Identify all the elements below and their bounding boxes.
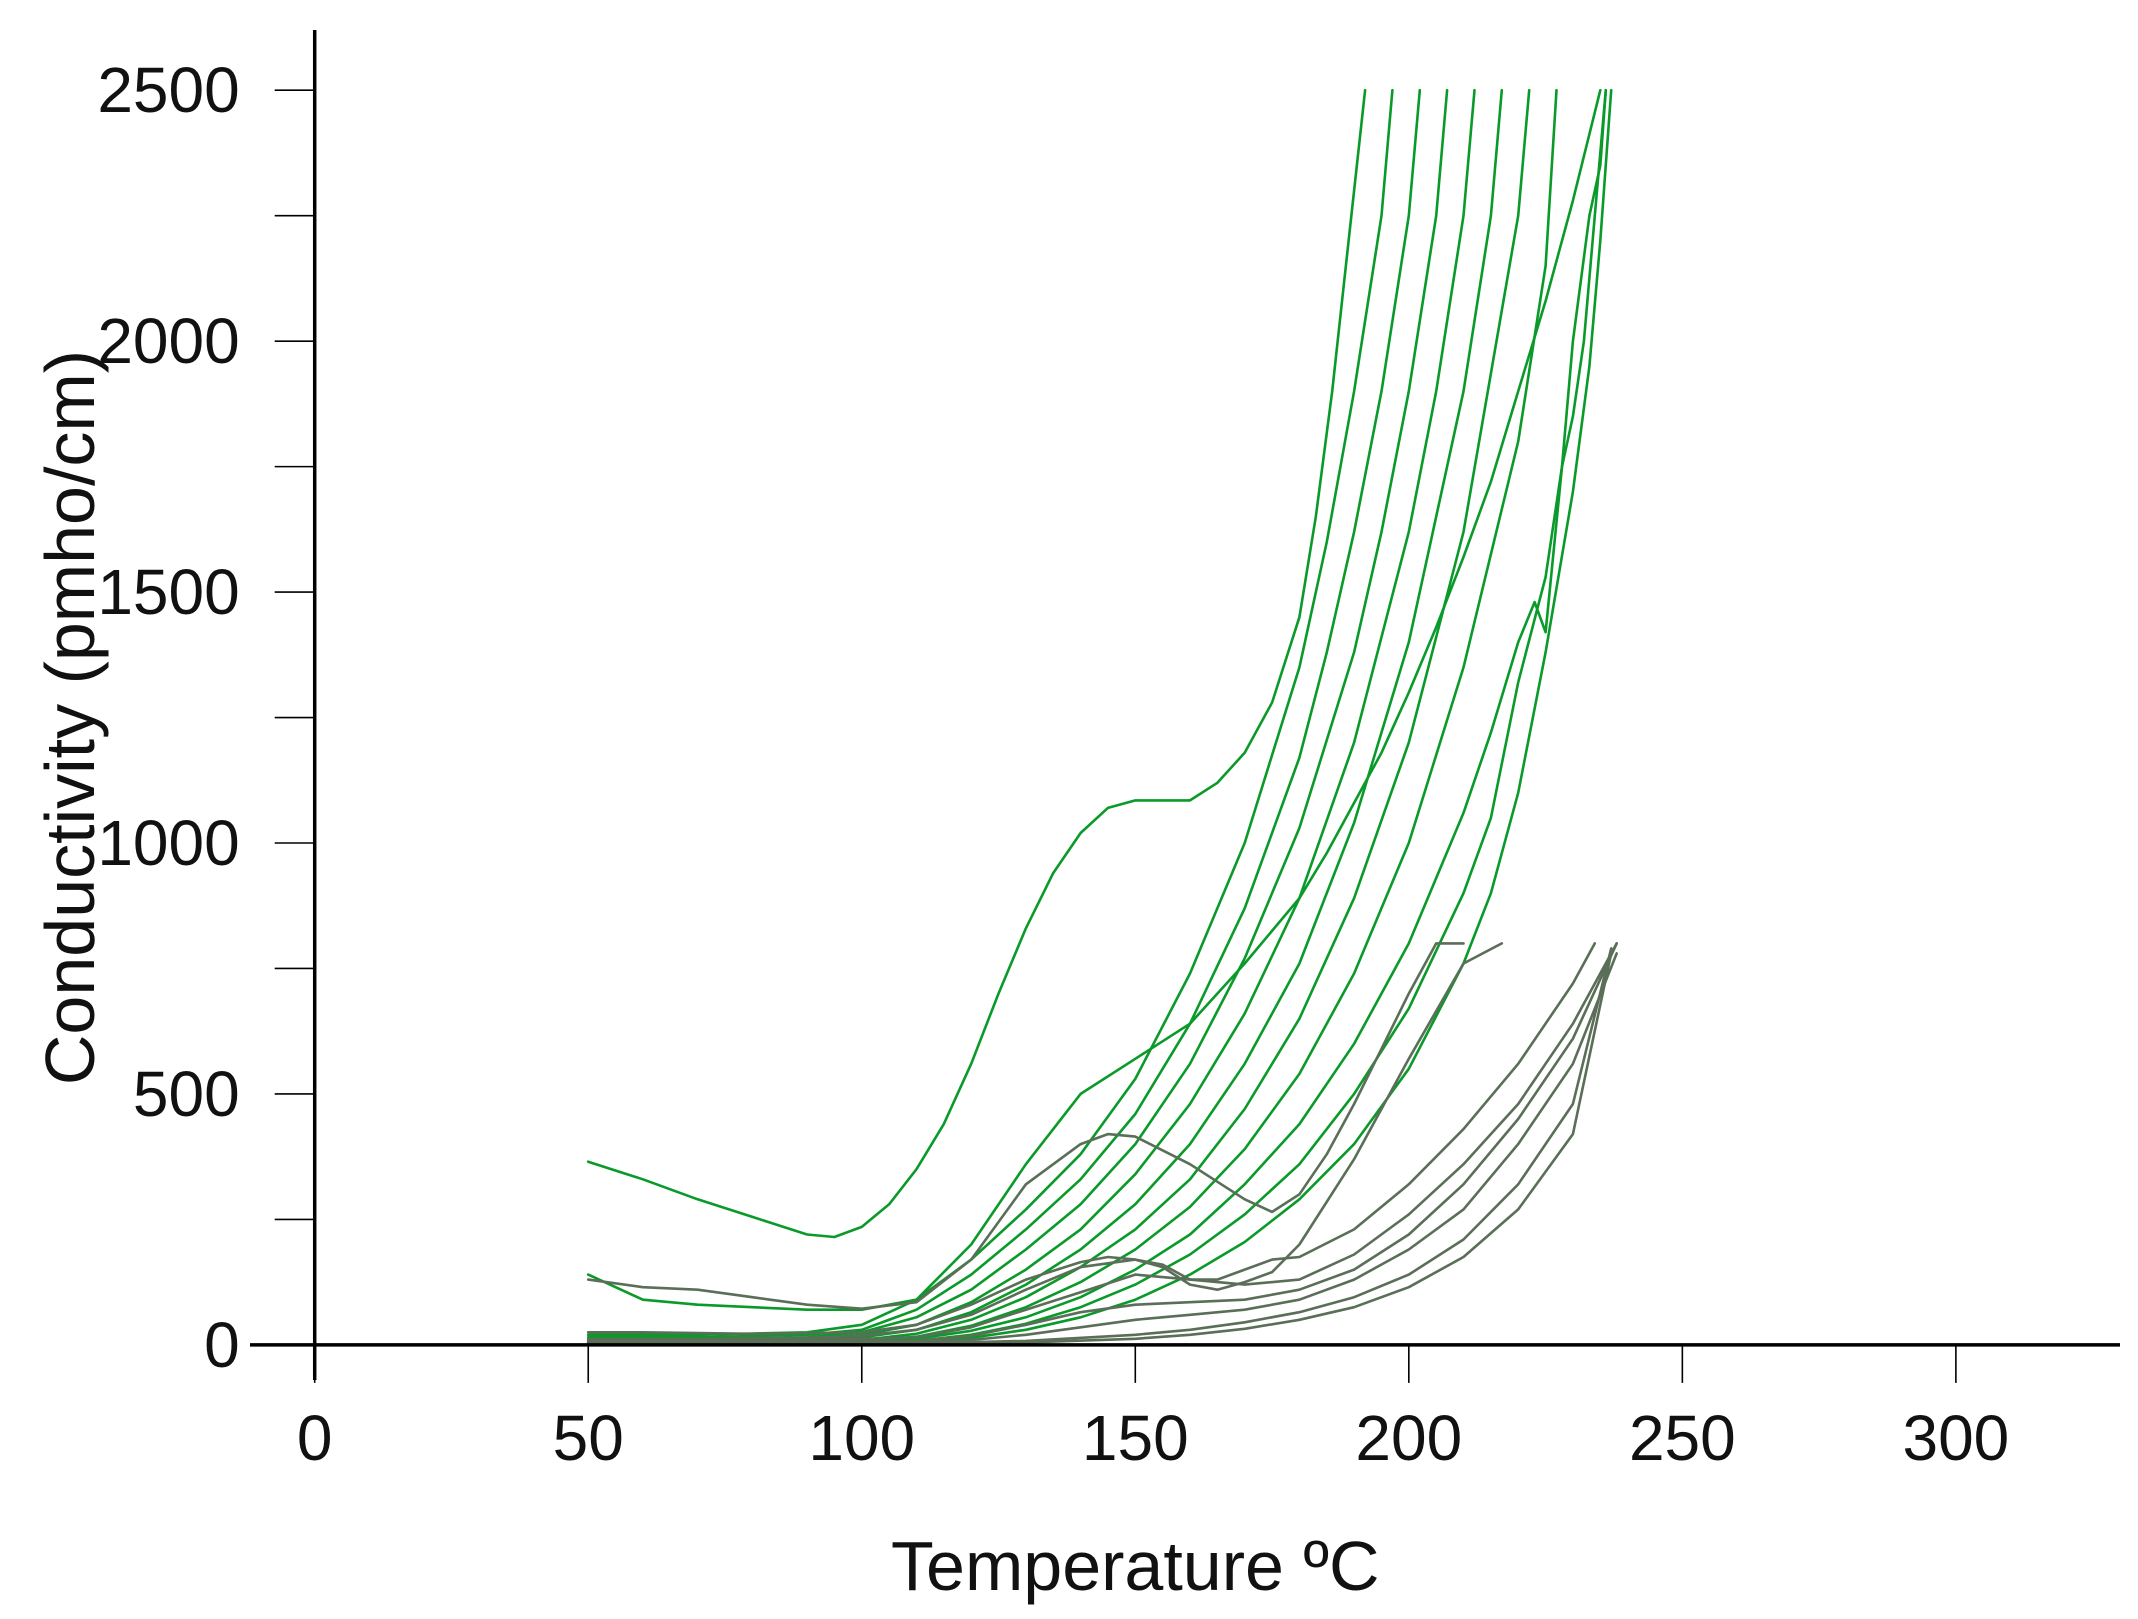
series-line-7 — [586, 88, 1504, 1344]
series-line-2 — [586, 88, 1602, 1311]
series-line-6 — [586, 88, 1476, 1343]
series-line-1 — [586, 88, 1367, 1239]
series-line-16 — [586, 942, 1618, 1343]
y-tick-label: 1500 — [97, 556, 239, 628]
x-tick-label: 200 — [1355, 1402, 1462, 1474]
series-line-8 — [586, 88, 1531, 1344]
series-line-17 — [586, 942, 1618, 1344]
x-tick-label: 0 — [297, 1402, 333, 1474]
x-tick-label: 100 — [808, 1402, 915, 1474]
series-line-4 — [586, 88, 1422, 1339]
y-axis-title: Conductivity (pmho/cm) — [31, 350, 109, 1085]
series-line-18 — [586, 952, 1618, 1345]
series-layer — [586, 88, 1618, 1346]
y-tick-label: 500 — [133, 1058, 240, 1130]
series-line-5 — [586, 88, 1449, 1342]
y-tick-label: 1000 — [97, 807, 239, 879]
series-line-10 — [586, 88, 1608, 1345]
y-tick-label: 2500 — [97, 54, 239, 126]
x-tick-label: 50 — [553, 1402, 624, 1474]
x-tick-label: 250 — [1629, 1402, 1736, 1474]
series-line-3 — [586, 88, 1394, 1337]
x-axis-title: Temperature ºC — [891, 1527, 1380, 1605]
x-tick-label: 150 — [1082, 1402, 1189, 1474]
tick-layer: 0 50 100 150 200 250 300 0 500 1000 1500 2000 2500 — [97, 54, 2009, 1474]
series-line-9 — [586, 88, 1558, 1345]
y-tick-label: 2000 — [97, 305, 239, 377]
series-line-19 — [586, 947, 1613, 1346]
y-tick-label: 0 — [204, 1309, 240, 1381]
series-line-13 — [586, 942, 1465, 1310]
x-tick-label: 300 — [1902, 1402, 2009, 1474]
